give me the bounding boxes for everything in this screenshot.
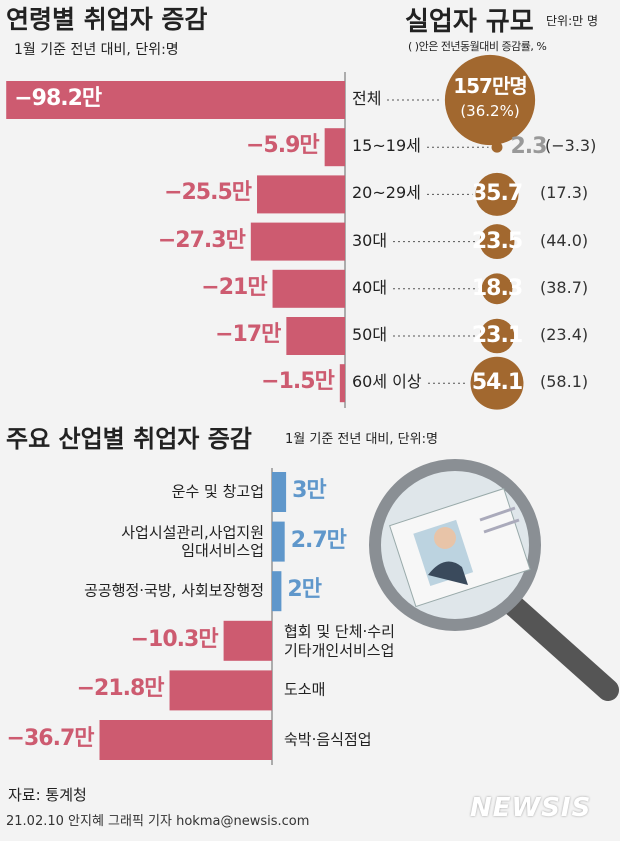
value-label: −17만 bbox=[215, 322, 281, 347]
value-label: −27.3만 bbox=[157, 227, 246, 253]
magnifier bbox=[369, 459, 619, 701]
chart-title: 주요 산업별 취업자 증감 bbox=[6, 425, 252, 453]
value-label: 3만 bbox=[292, 478, 327, 503]
value-label: 54.1 bbox=[471, 370, 523, 396]
rate-label: (36.2%) bbox=[460, 102, 520, 120]
source: 자료: 통계청 bbox=[8, 786, 87, 804]
rate-label: (17.3) bbox=[540, 183, 589, 203]
bubble bbox=[491, 141, 503, 153]
bar bbox=[99, 720, 272, 760]
unit-label: 단위:만 명 bbox=[546, 14, 599, 28]
bubble bbox=[479, 224, 515, 260]
value-label: −21만 bbox=[201, 274, 267, 300]
value-label: 157만명 bbox=[453, 74, 528, 98]
category-label: 40대 bbox=[352, 277, 388, 297]
bar bbox=[272, 269, 345, 308]
value-label: 2.7만 bbox=[290, 527, 347, 553]
category-label: 운수 및 창고업 bbox=[171, 482, 264, 501]
bar bbox=[339, 364, 345, 403]
credit: 21.02.10 안지혜 그래픽 기자 hokma@newsis.com bbox=[6, 814, 310, 829]
bar bbox=[223, 620, 272, 661]
category-label: 30대 bbox=[352, 230, 388, 250]
value-label: −98.2만 bbox=[14, 86, 102, 111]
value-label: 2.3 bbox=[510, 134, 547, 160]
value-label: 35.7 bbox=[471, 181, 523, 207]
rate-label: (44.0) bbox=[540, 230, 589, 250]
value-label: 2만 bbox=[287, 577, 322, 603]
rate-label: (23.4) bbox=[540, 325, 589, 344]
value-label: −25.5만 bbox=[164, 180, 252, 206]
bubble bbox=[479, 318, 515, 354]
bar bbox=[272, 571, 282, 612]
rate-label: (−3.3) bbox=[545, 136, 597, 156]
value-label: 23.5 bbox=[471, 228, 523, 254]
category-label: 도소매 bbox=[284, 681, 326, 700]
value-label: −1.5만 bbox=[261, 369, 335, 395]
chart-title: 실업자 규모 bbox=[405, 7, 534, 37]
bubble bbox=[481, 273, 513, 305]
category-label: 20~29세 bbox=[352, 183, 421, 203]
bar bbox=[257, 175, 345, 214]
category-label: 전체 bbox=[352, 89, 382, 108]
category-label: 15~19세 bbox=[352, 136, 421, 156]
value-label: −10.3만 bbox=[130, 626, 219, 652]
bar bbox=[250, 222, 345, 261]
value-label: 23.1 bbox=[471, 323, 523, 348]
bubble bbox=[444, 54, 536, 146]
category-label: 협회 및 단체·수리 기타개인서비스업 bbox=[284, 622, 395, 659]
logo: NEWSIS bbox=[470, 793, 592, 823]
bar bbox=[169, 670, 272, 711]
rate-label: (58.1) bbox=[540, 372, 589, 392]
bar bbox=[324, 128, 345, 167]
bar bbox=[6, 81, 346, 119]
chart-title: 연령별 취업자 증감 bbox=[6, 5, 208, 34]
chart-subtitle: 1월 기준 전년 대비, 단위:명 bbox=[285, 432, 438, 447]
bubble bbox=[475, 172, 519, 216]
bar bbox=[286, 317, 345, 355]
value-label: 18.3 bbox=[471, 275, 523, 301]
value-label: −5.9만 bbox=[246, 133, 320, 159]
rate-label: (38.7) bbox=[540, 277, 589, 297]
category-label: 60세 이상 bbox=[352, 372, 422, 392]
bubble bbox=[470, 356, 524, 410]
category-label: 숙박·음식점업 bbox=[284, 730, 372, 749]
value-label: −21.8만 bbox=[76, 676, 165, 702]
bar bbox=[272, 472, 287, 512]
note: ( )안은 전년동월대비 증감률, % bbox=[408, 40, 547, 53]
bar bbox=[272, 521, 285, 562]
category-label: 공공행정·국방, 사회보장행정 bbox=[84, 581, 264, 600]
category-label: 사업시설관리,사업지원 임대서비스업 bbox=[121, 522, 264, 560]
category-label: 50대 bbox=[352, 325, 388, 344]
value-label: −36.7만 bbox=[6, 726, 95, 751]
chart-subtitle: 1월 기준 전년 대비, 단위:명 bbox=[14, 42, 179, 58]
